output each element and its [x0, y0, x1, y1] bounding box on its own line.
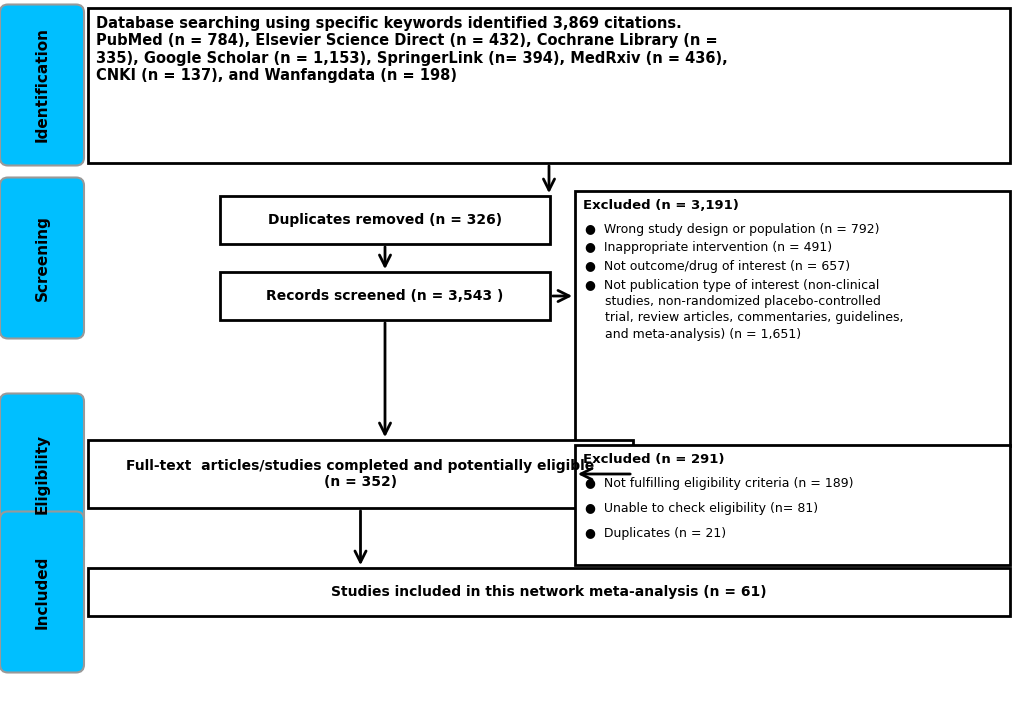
Bar: [220, 196, 549, 244]
Text: Excluded (n = 3,191): Excluded (n = 3,191): [583, 199, 738, 212]
Text: trial, review articles, commentaries, guidelines,: trial, review articles, commentaries, gu…: [585, 312, 903, 324]
Text: ●  Inappropriate intervention (n = 491): ● Inappropriate intervention (n = 491): [585, 241, 832, 254]
Text: studies, non-randomized placebo-controlled: studies, non-randomized placebo-controll…: [585, 295, 880, 308]
Text: Full-text  articles/studies completed and potentially eligible
(n = 352): Full-text articles/studies completed and…: [126, 459, 594, 489]
Bar: [575, 191, 1009, 446]
Bar: [88, 440, 633, 508]
Bar: [575, 445, 1009, 565]
Text: ●  Not fulfilling eligibility criteria (n = 189): ● Not fulfilling eligibility criteria (n…: [585, 477, 853, 490]
Text: Duplicates removed (n = 326): Duplicates removed (n = 326): [268, 213, 501, 227]
Text: Identification: Identification: [35, 28, 50, 143]
Text: Eligibility: Eligibility: [35, 434, 50, 514]
Text: Database searching using specific keywords identified 3,869 citations.
PubMed (n: Database searching using specific keywor…: [96, 16, 727, 83]
FancyBboxPatch shape: [0, 178, 84, 339]
Text: Screening: Screening: [35, 215, 50, 301]
Bar: [88, 8, 1009, 163]
Bar: [88, 568, 1009, 616]
Text: ●  Unable to check eligibility (n= 81): ● Unable to check eligibility (n= 81): [585, 502, 817, 515]
FancyBboxPatch shape: [0, 393, 84, 555]
Text: Records screened (n = 3,543 ): Records screened (n = 3,543 ): [266, 289, 503, 303]
Bar: [220, 272, 549, 320]
Text: ●  Duplicates (n = 21): ● Duplicates (n = 21): [585, 527, 726, 540]
Text: ●  Wrong study design or population (n = 792): ● Wrong study design or population (n = …: [585, 223, 878, 236]
Text: Included: Included: [35, 555, 50, 628]
Text: ●  Not publication type of interest (non-clinical: ● Not publication type of interest (non-…: [585, 278, 878, 292]
Text: and meta-analysis) (n = 1,651): and meta-analysis) (n = 1,651): [585, 328, 800, 341]
Text: Excluded (n = 291): Excluded (n = 291): [583, 453, 723, 466]
Text: ●  Not outcome/drug of interest (n = 657): ● Not outcome/drug of interest (n = 657): [585, 260, 849, 273]
Text: Studies included in this network meta-analysis (n = 61): Studies included in this network meta-an…: [331, 585, 766, 599]
FancyBboxPatch shape: [0, 511, 84, 672]
FancyBboxPatch shape: [0, 4, 84, 165]
